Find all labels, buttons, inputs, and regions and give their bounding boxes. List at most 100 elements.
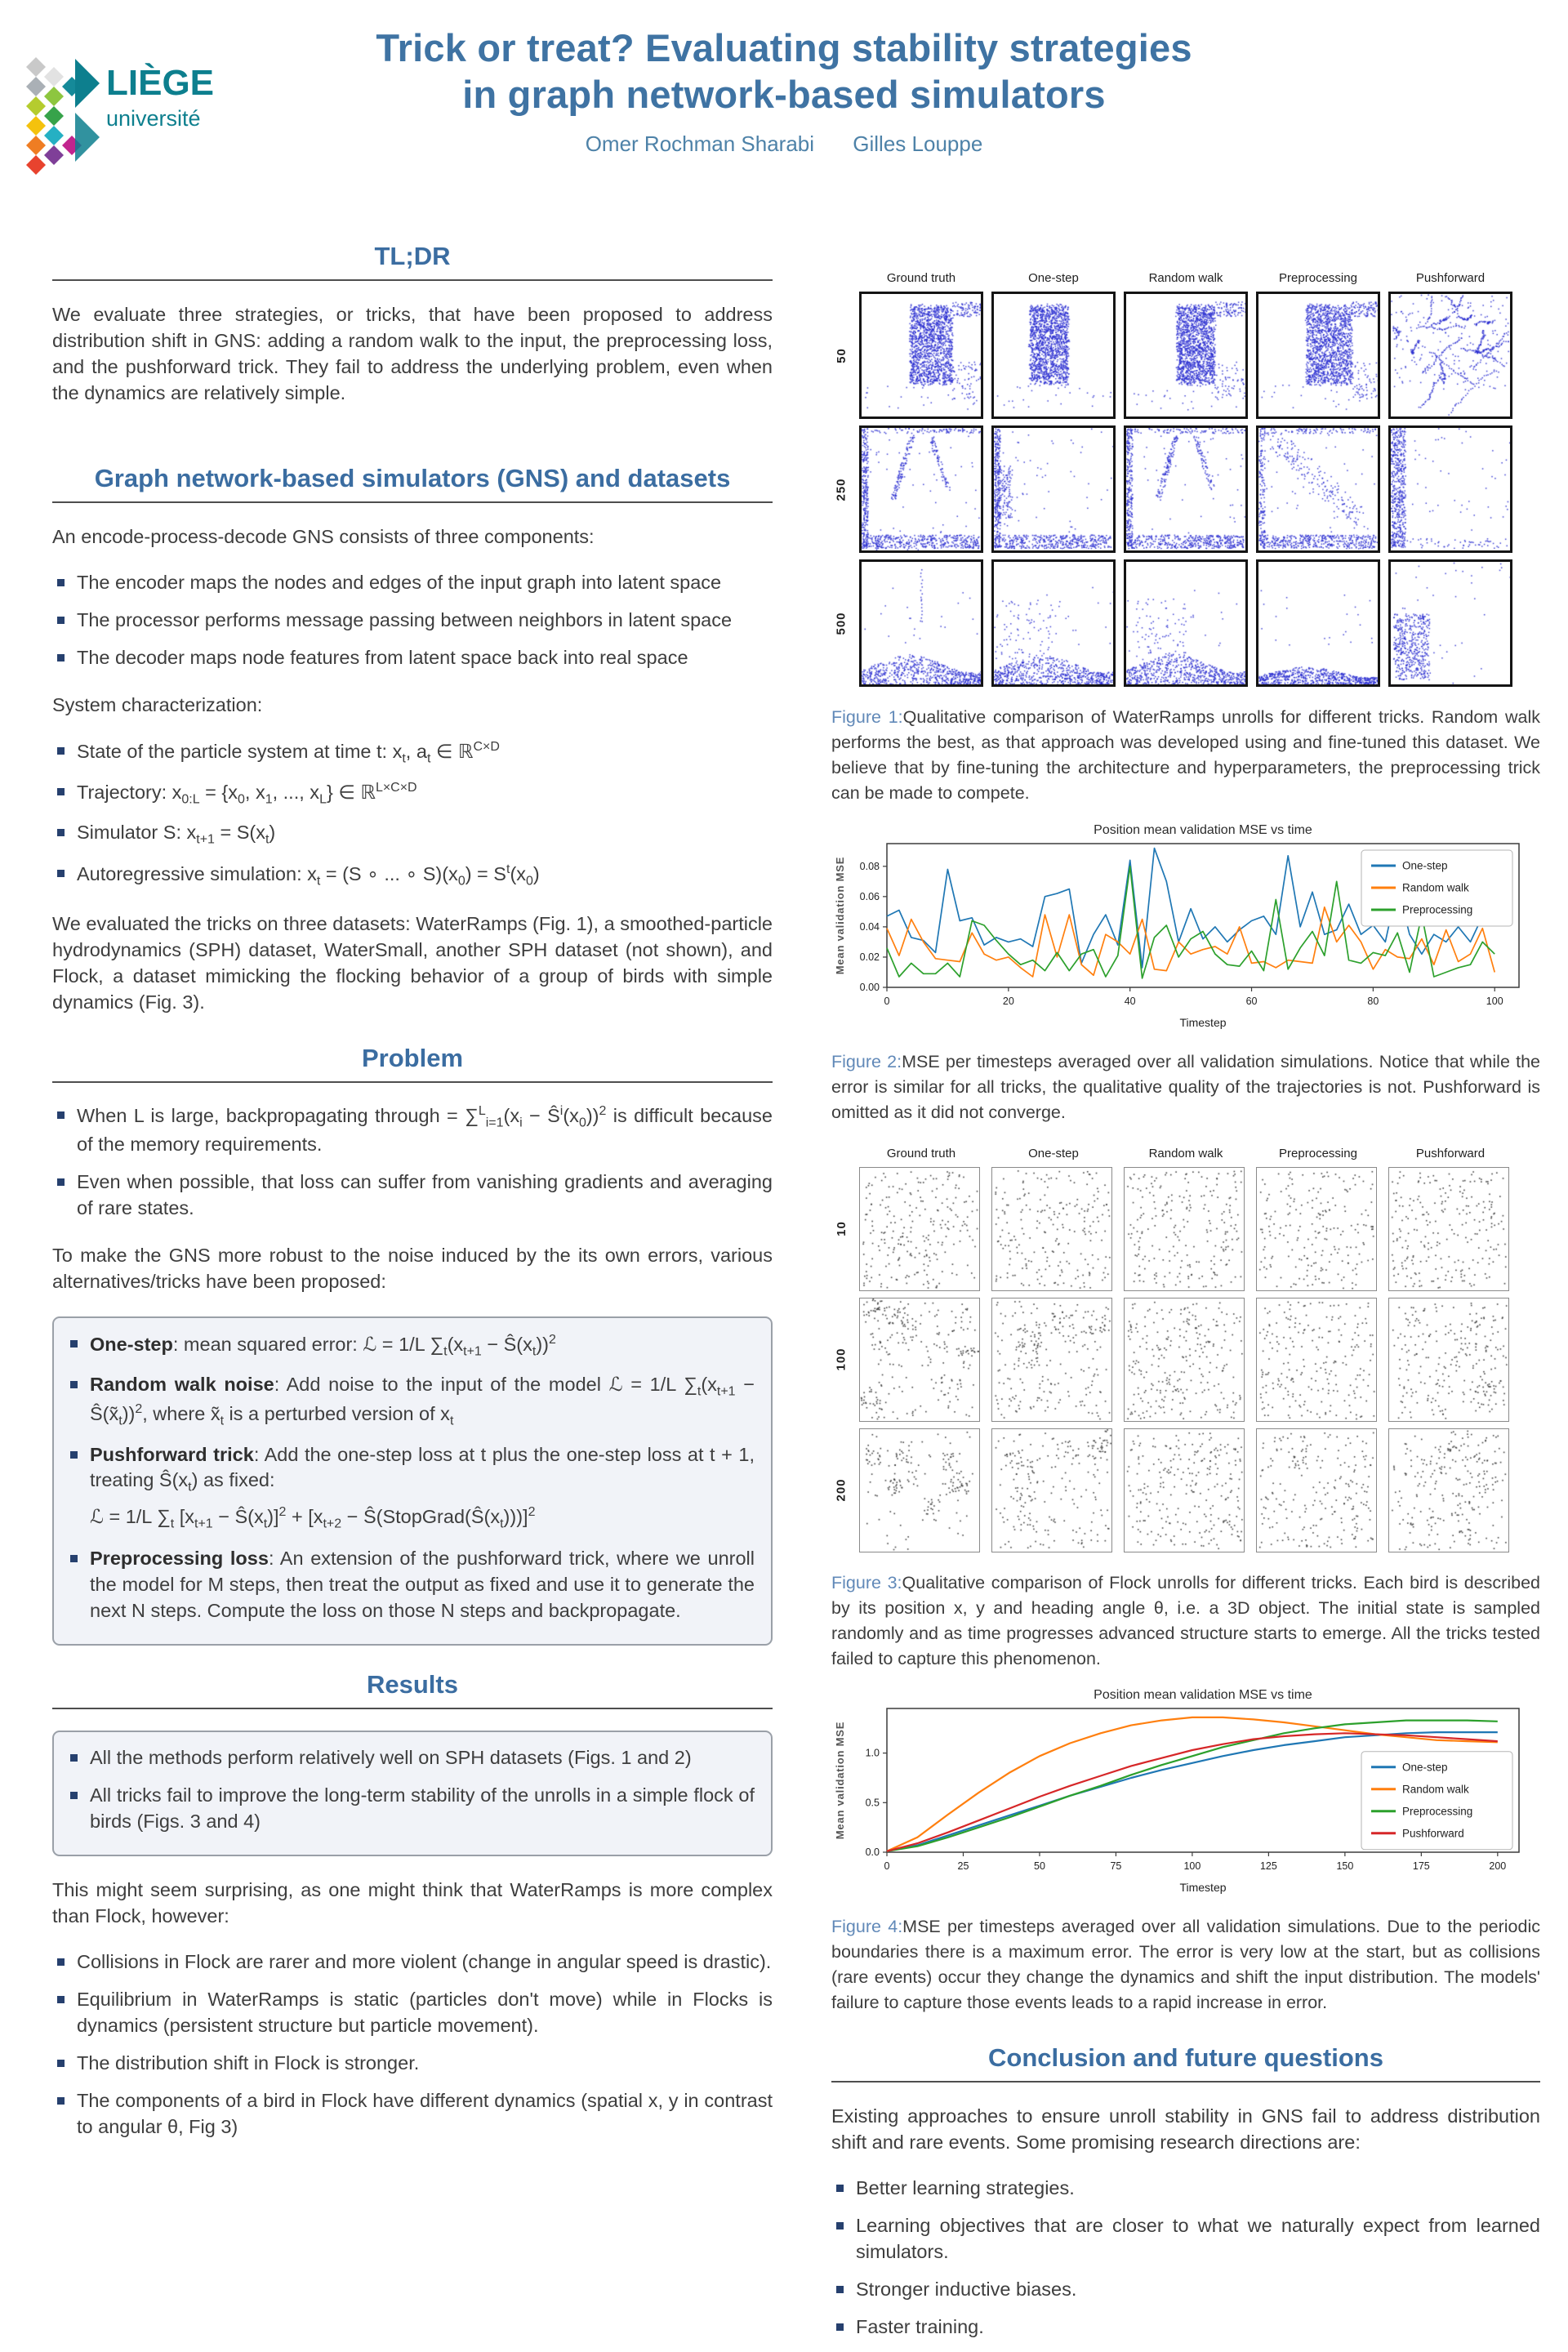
figure1-grid: Ground truth One-step Random walk Preproces…: [831, 271, 1540, 687]
gns-component-text: The decoder maps node features from late…: [77, 646, 688, 668]
figure4-xtick: 50: [1034, 1860, 1045, 1872]
figure2-caption: Figure 2:MSE per timesteps averaged over…: [831, 1049, 1540, 1125]
figure1-panel-r2c0: [859, 559, 983, 687]
figure3-panel-r0c0: [859, 1166, 980, 1291]
figure4-plot-frame: [886, 1708, 1520, 1854]
figure1-corner: [831, 271, 851, 285]
figure3-panel-r1c0: [859, 1297, 980, 1422]
conclusion-bullet-text: Better learning strategies.: [856, 2177, 1075, 2199]
figure3-panel-r2c3: [1256, 1428, 1377, 1552]
figure1-row-label-0: 50: [834, 347, 849, 363]
bullet-square-icon: [836, 2222, 844, 2230]
gns-component-text: The processor performs message passing b…: [77, 608, 733, 630]
trick-item: Random walk noise: Add noise to the inpu…: [65, 1372, 755, 1431]
figure2-xtick: 20: [1003, 996, 1014, 1007]
figure4-series-1: [886, 1717, 1498, 1853]
results-bullet: The distribution shift in Flock is stron…: [52, 2051, 773, 2077]
figure4-title: Position mean validation MSE vs time: [1094, 1688, 1312, 1702]
figure2-legend: One-step Random walk Preprocessing: [1361, 849, 1513, 927]
trick-item-text: Pushforward trick: Add the one-step loss…: [90, 1442, 755, 1535]
section-rule: [52, 279, 773, 281]
figure4-ytick: 0.0: [866, 1846, 880, 1858]
figure4-chart: Position mean validation MSE vs time 0 25 5…: [831, 1686, 1540, 1900]
syschar-item: State of the particle system at time t: …: [52, 738, 773, 768]
figure3-corner: [831, 1147, 851, 1160]
figure1-col-label-1: One-step: [1028, 271, 1079, 285]
gns-component-text: The encoder maps the nodes and edges of …: [77, 571, 722, 593]
figure2-xtick: 0: [884, 996, 890, 1007]
conclusion-bullet: Better learning strategies.: [831, 2176, 1540, 2202]
bullet-square-icon: [70, 1555, 78, 1563]
figure4-x-axis-label: Timestep: [1179, 1881, 1226, 1894]
figure4-xtick: 25: [958, 1860, 969, 1872]
legend-item-label: One-step: [1402, 859, 1448, 871]
problem-bullet-text: Even when possible, that loss can suffer…: [77, 1170, 773, 1218]
figure4-series-3: [886, 1732, 1498, 1853]
results-bullet: Collisions in Flock are rarer and more v…: [52, 1949, 773, 1976]
figure4-xtick: 150: [1336, 1860, 1353, 1872]
gns-title: Graph network-based simulators (GNS) and…: [94, 463, 731, 492]
results-bullet-text: Equilibrium in WaterRamps is static (par…: [77, 1988, 773, 2036]
trick-item-text: Preprocessing loss: An extension of the …: [90, 1548, 755, 1622]
results-section: Results All the methods perform relative…: [52, 1670, 773, 2140]
figure1-panel-r1c0: [859, 425, 983, 553]
author-1: Omer Rochman Sharabi: [585, 131, 815, 156]
logo-text: LIÈGE: [106, 62, 214, 103]
conclusion-bullet: Faster training.: [831, 2314, 1540, 2341]
results-finding: All tricks fail to improve the long-term…: [65, 1783, 755, 1835]
figure3-caption-label: Figure 3:: [831, 1572, 902, 1592]
tldr-section: TL;DR We evaluate three strategies, or t…: [52, 242, 773, 407]
figure1-col-label-2: Random walk: [1148, 271, 1223, 285]
figure4-ytick: 1.0: [866, 1748, 880, 1759]
results-finding: All the methods perform relatively well …: [65, 1745, 755, 1771]
results-bullet-text: The distribution shift in Flock is stron…: [77, 2051, 420, 2074]
figure2-ytick: 0.06: [860, 891, 880, 902]
results-finding-text: All tricks fail to improve the long-term…: [90, 1784, 755, 1832]
figure2-ytick: 0.00: [860, 982, 880, 993]
conclusion-para: Existing approaches to ensure unroll sta…: [831, 2105, 1540, 2154]
syschar-label: System characterization:: [52, 693, 263, 715]
gns-component: The processor performs message passing b…: [52, 608, 773, 634]
figure1-col-label-3: Preprocessing: [1279, 271, 1357, 285]
bullet-square-icon: [57, 1178, 65, 1186]
bullet-square-icon: [836, 2323, 844, 2332]
figure1-caption: Figure 1:Qualitative comparison of Water…: [831, 705, 1540, 806]
bullet-square-icon: [836, 2185, 844, 2193]
bullet-square-icon: [836, 2286, 844, 2294]
figure4-y-axis-label: Mean validation MSE: [834, 1722, 846, 1840]
figure1-panel-r2c2: [1124, 559, 1248, 687]
left-column: TL;DR We evaluate three strategies, or t…: [52, 242, 773, 2151]
figure3-panel-r1c2: [1124, 1297, 1245, 1422]
conclusion-bullet: Stronger inductive biases.: [831, 2277, 1540, 2303]
figure1-panel-r1c4: [1388, 425, 1512, 553]
page-title-line1: Trick or treat? Evaluating stability str…: [376, 26, 1192, 69]
figure2-xtick: 60: [1246, 996, 1258, 1007]
conclusion-bullet-text: Learning objectives that are closer to w…: [856, 2215, 1540, 2263]
logo-chevron-icon: [75, 59, 100, 162]
figure3-caption: Figure 3:Qualitative comparison of Flock…: [831, 1570, 1540, 1672]
tldr-text: We evaluate three strategies, or tricks,…: [52, 304, 773, 403]
figure2-xtick: 40: [1125, 996, 1136, 1007]
gns-component: The encoder maps the nodes and edges of …: [52, 570, 773, 596]
figure3-panel-r1c4: [1388, 1297, 1509, 1422]
syschar-item-text: Simulator S: xt+1 = S(xt): [77, 822, 276, 847]
gns-component: The decoder maps node features from late…: [52, 645, 773, 671]
figure4-caption-text: MSE per timesteps averaged over all vali…: [831, 1917, 1540, 2013]
bullet-square-icon: [70, 1450, 78, 1459]
figure3-panel-r2c2: [1124, 1428, 1245, 1552]
figure1-panel-r2c4: [1388, 559, 1512, 687]
tricks-box: One-step: mean squared error: ℒ = 1/L ∑t…: [52, 1316, 773, 1646]
trick-item-text: One-step: mean squared error: ℒ = 1/L ∑t…: [90, 1332, 556, 1359]
figure4-ytick: 0.5: [866, 1797, 880, 1809]
bullet-square-icon: [57, 653, 65, 662]
figure2-y-axis-label: Mean validation MSE: [834, 857, 846, 975]
figure1-panel-r0c3: [1256, 292, 1380, 419]
logo-subtext: université: [106, 106, 201, 131]
figure2-series-2: [886, 865, 1495, 979]
figure3-col-label-1: One-step: [1028, 1146, 1079, 1160]
conclusion-bullet-text: Stronger inductive biases.: [856, 2278, 1077, 2301]
bullet-square-icon: [57, 787, 65, 795]
results-bullet-text: The components of a bird in Flock have d…: [77, 2089, 773, 2137]
figure2-caption-label: Figure 2:: [831, 1051, 902, 1071]
figure3-col-label-3: Preprocessing: [1279, 1146, 1357, 1160]
